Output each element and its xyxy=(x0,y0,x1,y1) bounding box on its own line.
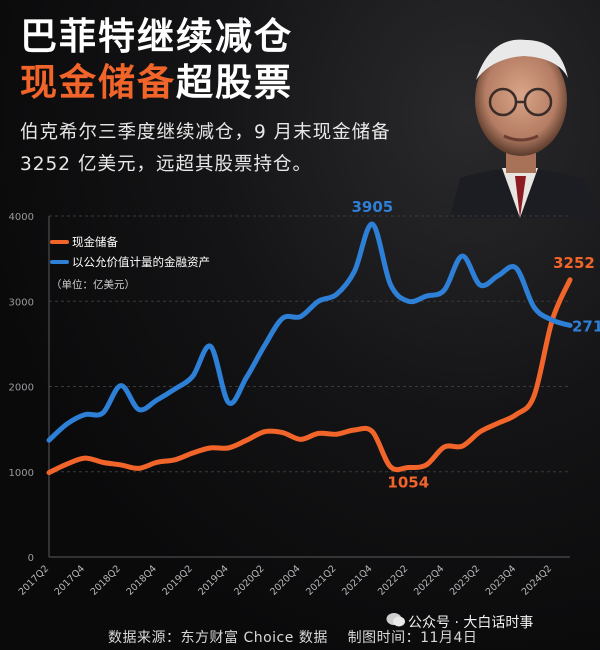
wechat-icon xyxy=(386,613,405,627)
headline-line2: 现金储备超股票 xyxy=(20,52,293,106)
x-tick-label: 2022Q2 xyxy=(376,563,410,597)
made-time-text: 制图时间：11月4日 xyxy=(347,630,478,646)
x-tick-label: 2020Q2 xyxy=(232,563,266,597)
subtitle: 伯克希尔三季度继续减仓，9 月末现金储备 3252 亿美元，远超其股票持仓。 xyxy=(20,122,391,175)
y-axis: 0 1000 2000 3000 4000 xyxy=(9,212,570,564)
x-tick-label: 2018Q2 xyxy=(89,563,123,597)
series-lines xyxy=(46,221,573,476)
x-tick-label: 2019Q2 xyxy=(160,563,194,597)
data-labels: 3905 2717 1054 3252 xyxy=(352,198,600,491)
unit-note: （单位：亿美元） xyxy=(51,278,135,291)
x-axis: 2017Q2 2017Q4 2018Q2 2018Q4 2019Q2 2019Q4 2020… xyxy=(17,563,554,597)
x-tick-label: 2021Q4 xyxy=(340,563,374,597)
y-tick-label: 2000 xyxy=(9,383,34,394)
y-tick-label: 1000 xyxy=(9,468,34,479)
series-line xyxy=(46,221,573,443)
x-tick-label: 2017Q2 xyxy=(17,563,51,597)
x-tick-label: 2024Q2 xyxy=(520,563,554,597)
x-tick-label: 2017Q4 xyxy=(53,563,87,597)
x-tick-label: 2021Q2 xyxy=(304,563,338,597)
x-tick-label: 2018Q4 xyxy=(124,563,158,597)
headline-line1: 巴菲特继续减仓 xyxy=(20,15,293,58)
source-footer: 数据来源：东方财富 Choice 数据 制图时间：11月4日 xyxy=(108,627,477,647)
x-tick-label: 2023Q4 xyxy=(484,563,518,597)
data-label: 3252 xyxy=(553,254,595,272)
data-label: 3905 xyxy=(352,198,394,216)
legend-label: 以公允价值计量的金融资产 xyxy=(72,255,210,269)
headline-highlight: 现金储备 xyxy=(20,61,176,104)
x-tick-label: 2019Q4 xyxy=(196,563,230,597)
y-tick-label: 3000 xyxy=(9,297,34,308)
portrait-illustration xyxy=(450,39,600,218)
series-line xyxy=(46,277,573,476)
y-tick-label: 4000 xyxy=(9,212,34,223)
watermark: 公众号 · 大白话时事 xyxy=(408,615,534,631)
x-tick-label: 2022Q4 xyxy=(412,563,446,597)
x-tick-label: 2020Q4 xyxy=(268,563,302,597)
data-label: 2717 xyxy=(572,317,600,335)
legend-label: 现金储备 xyxy=(72,235,118,249)
line-chart: 0 1000 2000 3000 4000 2017Q2 2017Q4 2018Q2 2018… xyxy=(9,198,600,598)
headline-rest: 超股票 xyxy=(176,61,293,104)
y-tick-label: 0 xyxy=(28,553,34,564)
data-label: 1054 xyxy=(387,473,429,491)
source-text: 数据来源：东方财富 Choice 数据 xyxy=(108,630,328,646)
x-tick-label: 2023Q2 xyxy=(448,563,482,597)
